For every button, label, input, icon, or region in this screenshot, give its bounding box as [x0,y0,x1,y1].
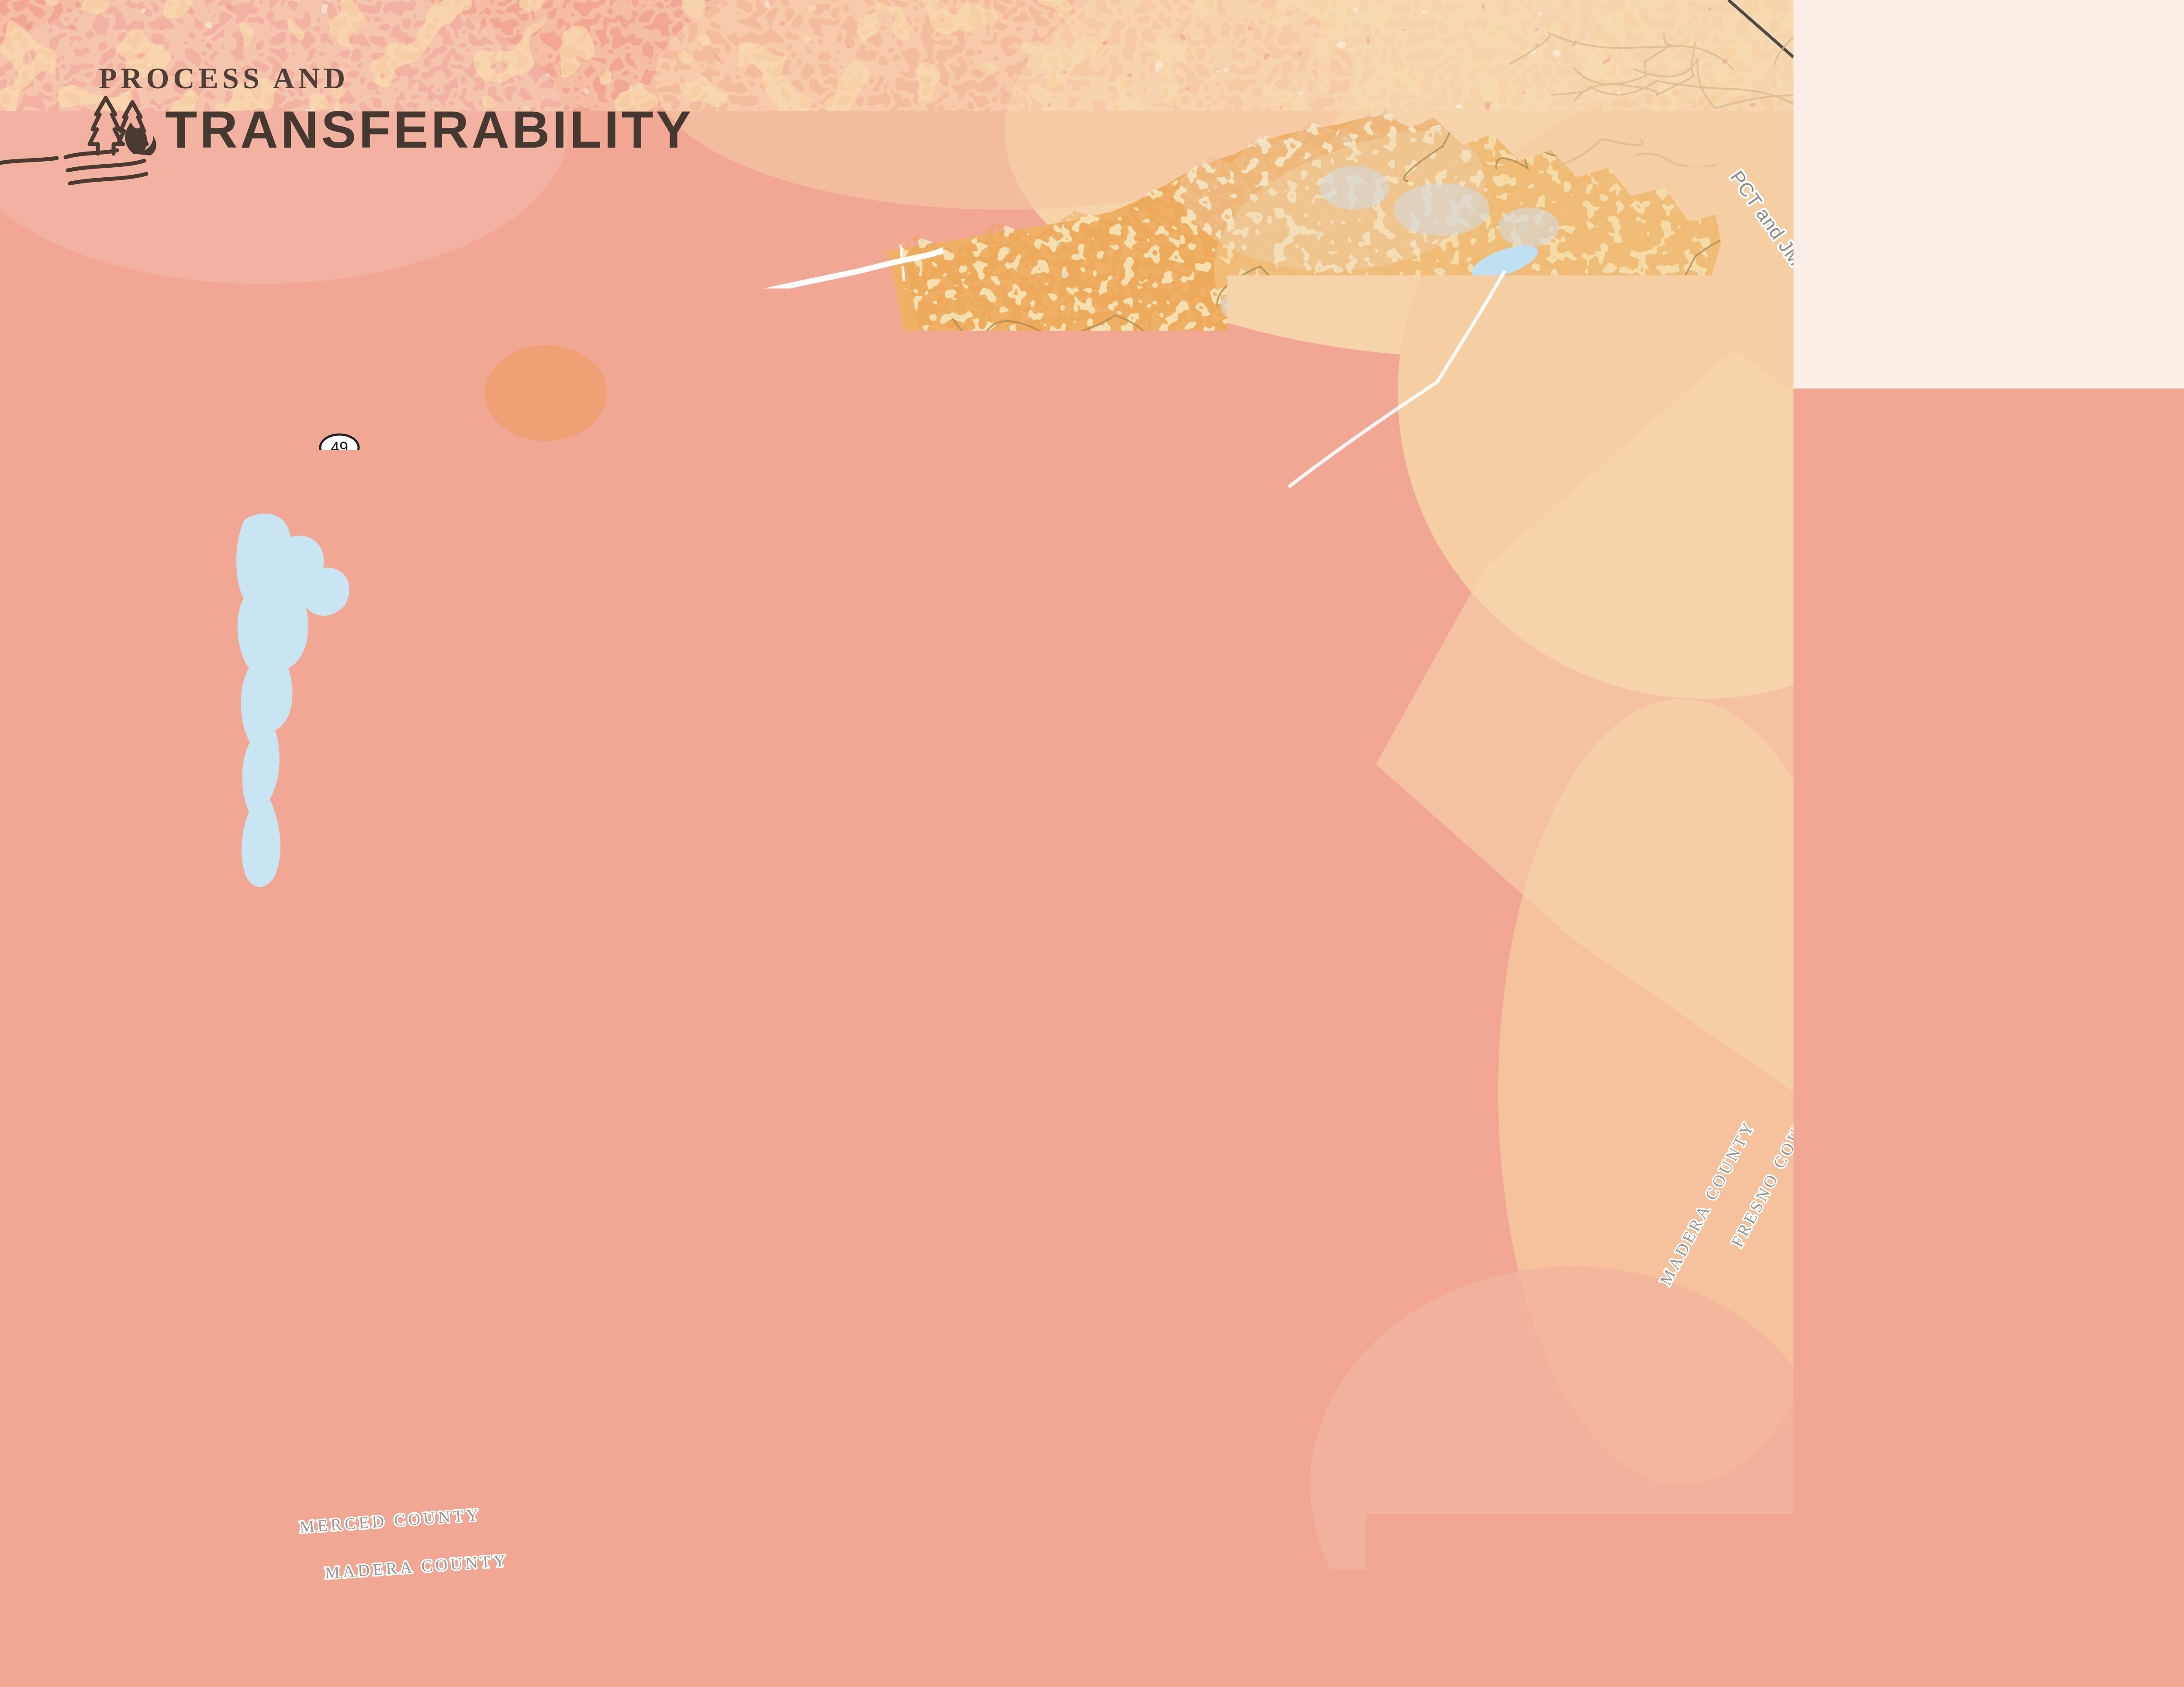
svg-text:Reservoir: Reservoir [318,1131,397,1152]
svg-text:WAWONA: WAWONA [1586,1133,1679,1152]
svg-text:EL PORTAL: EL PORTAL [1586,1435,1700,1454]
svg-text:CAMP: CAMP [1150,923,1213,946]
svg-text:Don Pedro: Don Pedro [39,372,127,393]
svg-text:DON: DON [138,651,185,673]
svg-text:Moderate: Moderate [161,1480,228,1497]
svg-text:Fire History: Fire History [1849,209,2060,251]
svg-text:41: 41 [1108,1459,1126,1477]
svg-text:COULTERVILLE: COULTERVILLE [1586,1200,1740,1219]
svg-text:Lake: Lake [268,659,308,680]
svg-text:PROCESS AND: PROCESS AND [99,62,349,95]
svg-text:Eastman: Eastman [663,1387,735,1408]
svg-text:CATHEYS VALLEY: CATHEYS VALLEY [1586,1501,1766,1521]
svg-text:Very High: Very High [161,1423,234,1441]
svg-text:GREELEY: GREELEY [487,388,589,411]
svg-text:Low: Low [161,1508,192,1526]
svg-text:168: 168 [1750,1562,1776,1580]
svg-text:Reservoir: Reservoir [44,393,122,414]
svg-text:JERSEYDALE: JERSEYDALE [1586,1301,1721,1320]
svg-text:MARIPOSA: MARIPOSA [622,911,737,934]
svg-text:BUCK: BUCK [524,275,586,298]
svg-text:H. V.: H. V. [679,1366,719,1386]
svg-text:FISH CAMP: FISH CAMP [1586,1233,1698,1252]
svg-text:VALLEY: VALLEY [443,1018,526,1040]
svg-text:MEADOWS: MEADOWS [498,299,611,321]
svg-text:MODERATE: MODERATE [1515,1582,1606,1598]
svg-text:TRANSFERABILITY: TRANSFERABILITY [165,100,694,159]
svg-text:YOSEMITE: YOSEMITE [1187,472,1298,494]
svg-text:Bear: Bear [338,1110,377,1131]
svg-text:Owens Reservoir: Owens Reservoir [362,1196,503,1216]
svg-text:Mariposa: Mariposa [420,1244,496,1264]
svg-text:McClure: McClure [254,681,322,702]
svg-text:HIGH: HIGH [1212,1580,1252,1597]
svg-text:COULTERVILLE: COULTERVILLE [329,505,492,528]
svg-text:BOOTJACK: BOOTJACK [753,950,872,973]
svg-text:Extreme: Extreme [161,1395,220,1412]
svg-text:HORNITOS: HORNITOS [1586,1367,1692,1387]
svg-text:DON PEDRO: DON PEDRO [1586,1535,1708,1554]
svg-text:MIDPINES: MIDPINES [1586,1166,1685,1186]
svg-text:FIRE THREAT: FIRE THREAT [139,1584,328,1619]
svg-text:LEGEND: LEGEND [104,1362,207,1387]
svg-text:WAWONA: WAWONA [1125,797,1225,820]
svg-text:18,293 Total Population: 18,293 Total Population [1860,1447,2058,1470]
svg-text:Reservoir: Reservoir [418,1265,497,1285]
svg-text:Source: Community Wildfire Pro: Source: Community Wildfire Protection Pl… [1086,1621,1772,1639]
svg-text:CATHEYS: CATHEYS [435,994,535,1017]
svg-text:High: High [161,1452,196,1469]
svg-text:MIDPINES: MIDPINES [715,824,819,846]
svg-text:MARIPOSA: MARIPOSA [1586,1468,1695,1487]
svg-text:BOOTJACK: BOOTJACK [1586,1334,1698,1353]
svg-text:Lake: Lake [1485,245,1524,265]
svg-text:HIGH: HIGH [1151,1598,1191,1615]
svg-text:RELATIVE WILDFIRE RISK TO MARI: RELATIVE WILDFIRE RISK TO MARIPOSA COUNT… [1084,1085,1697,1104]
svg-text:140: 140 [782,659,808,677]
svg-text:FISH: FISH [1157,900,1206,922]
svg-text:Tenaya: Tenaya [1475,223,1534,243]
svg-text:233: 233 [227,1666,253,1684]
svg-text:EL PORTAL: EL PORTAL [940,572,1060,595]
svg-text:Population Density: Population Density [1861,1118,2052,1141]
svg-text:49: 49 [331,438,348,456]
svg-text:HILL: HILL [514,411,562,434]
svg-text:GREELEY HILL: GREELEY HILL [1586,1267,1734,1286]
svg-text:VERY: VERY [1149,1580,1192,1597]
svg-text:FORESTA: FORESTA [1586,1401,1681,1420]
svg-text:Lake: Lake [679,1409,719,1430]
svg-text:VALLEY: VALLEY [1201,495,1284,518]
